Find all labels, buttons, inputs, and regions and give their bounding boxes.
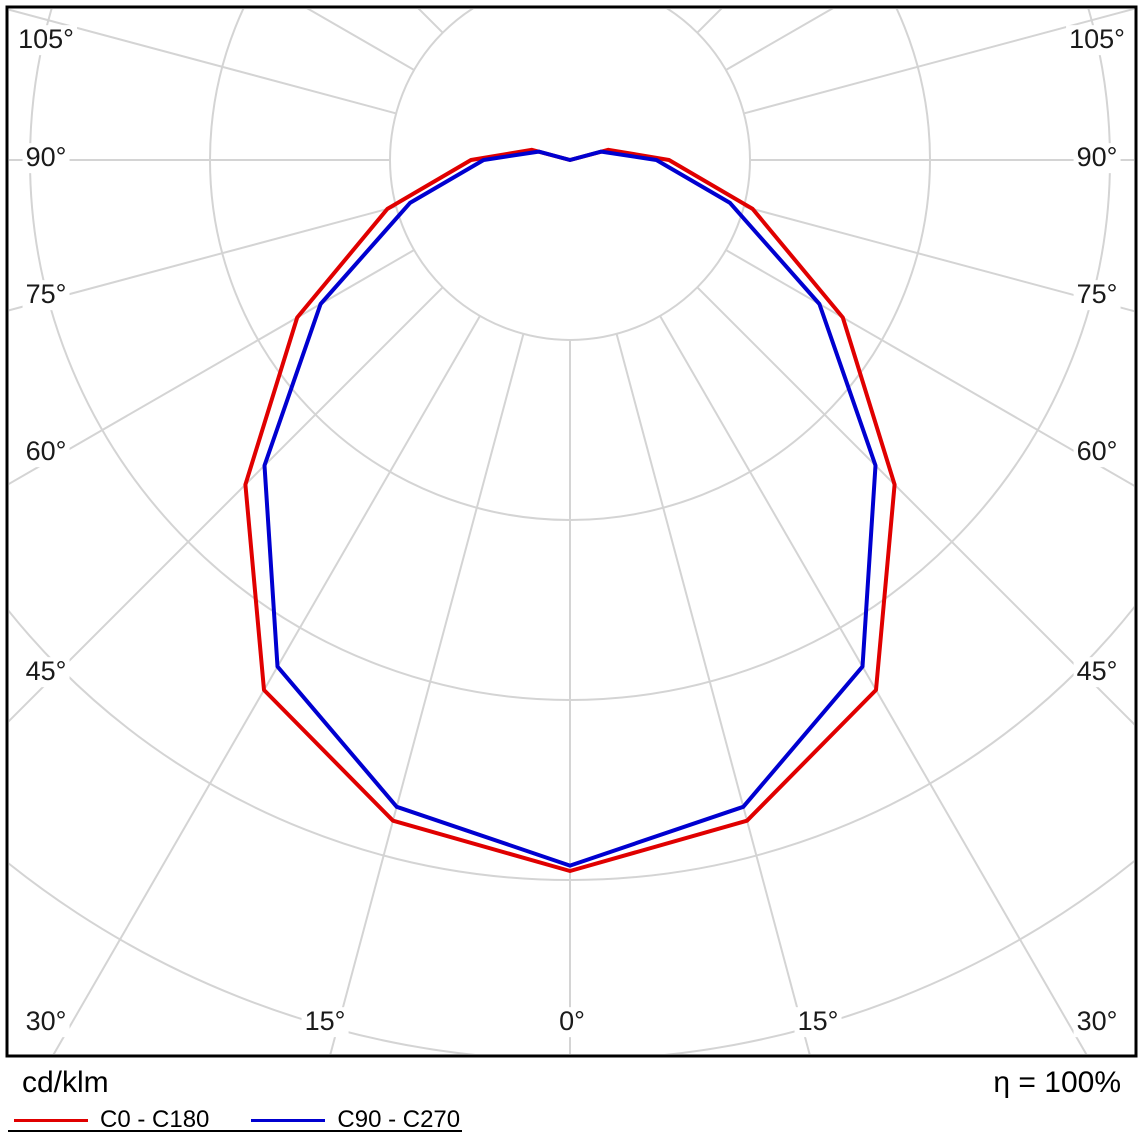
legend-top-row: cd/klm η = 100% — [0, 1066, 1143, 1100]
legend-item: C0 - C180 — [14, 1106, 209, 1134]
legend-item: C90 - C270 — [251, 1106, 460, 1134]
angle-label-right-90: 90° — [1073, 142, 1121, 173]
plot-border — [5, 5, 1138, 1058]
angle-label-right-45: 45° — [1073, 656, 1121, 687]
angle-label-right-75: 75° — [1073, 279, 1121, 310]
legend: cd/klm η = 100% C0 - C180 C90 - C270 — [0, 1062, 1143, 1143]
angle-label-left-105: 105° — [15, 24, 77, 55]
curve-c0-c180 — [243, 147, 897, 873]
angle-label-left-30: 30° — [22, 1006, 70, 1037]
angle-label-left-60: 60° — [22, 436, 70, 467]
legend-color-line — [251, 1118, 326, 1122]
angle-label-left-90: 90° — [22, 142, 70, 173]
angle-label-bottom-0: 0° — [556, 1006, 588, 1037]
legend-underline — [8, 1130, 462, 1132]
legend-items: C0 - C180 C90 - C270 — [14, 1106, 460, 1134]
angle-label-right-105: 105° — [1066, 24, 1128, 55]
angle-label-left-45: 45° — [22, 656, 70, 687]
angle-label-right-30: 30° — [1073, 1006, 1121, 1037]
legend-color-line — [14, 1118, 88, 1122]
polar-plot-area: 105° 90° 75° 60° 45° 30° 15° 0° 15° 30° 45° 60° 75° 9… — [5, 5, 1138, 1058]
angle-label-left-75: 75° — [22, 279, 70, 310]
units-label: cd/klm — [22, 1066, 109, 1099]
legend-item-label: C90 - C270 — [337, 1106, 461, 1133]
efficiency-label: η = 100% — [993, 1066, 1121, 1099]
legend-item-label: C0 - C180 — [100, 1106, 210, 1133]
polar-grid-and-curves — [5, 5, 1138, 1058]
angle-label-bottom-right-15: 15° — [794, 1006, 842, 1037]
angle-label-bottom-left-15: 15° — [301, 1006, 349, 1037]
angle-label-right-60: 60° — [1073, 436, 1121, 467]
curve-c90-c270 — [262, 149, 878, 868]
